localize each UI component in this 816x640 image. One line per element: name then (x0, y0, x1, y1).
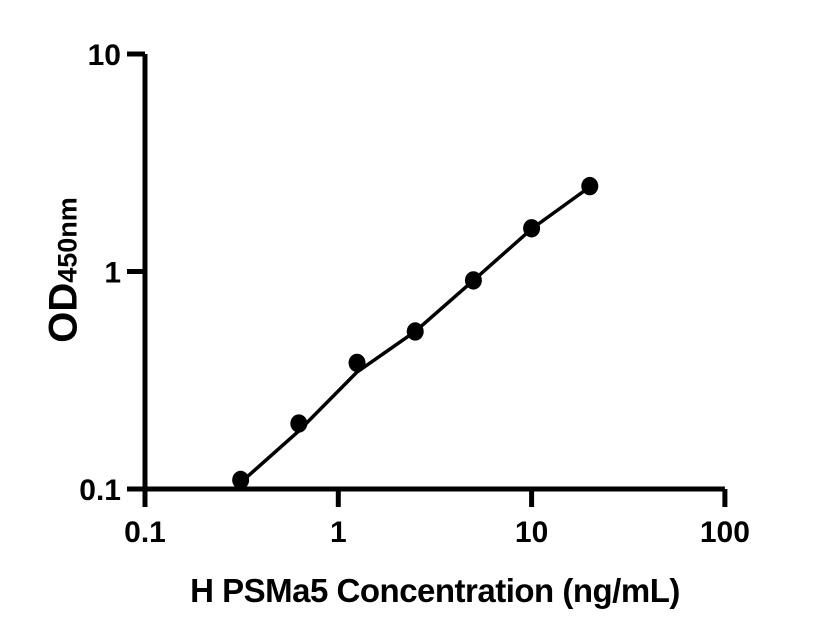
x-axis-title: H PSMa5 Concentration (ng/mL) (190, 572, 680, 609)
data-point (290, 414, 308, 433)
x-tick-label: 100 (700, 516, 750, 549)
y-tick-label: 10 (88, 39, 121, 72)
data-point (348, 353, 366, 373)
data-point (464, 271, 482, 290)
y-tick-label: 1 (104, 257, 121, 290)
data-point (406, 322, 424, 341)
y-axis-title-subscript: 450nm (52, 197, 83, 283)
y-axis-title: OD450nm (42, 197, 87, 343)
y-tick-label: 0.1 (79, 474, 121, 507)
y-axis-title-main: OD (41, 282, 86, 343)
x-tick-label: 0.1 (124, 516, 166, 549)
x-tick-label: 10 (515, 516, 548, 549)
data-point (581, 176, 599, 196)
data-point (523, 219, 541, 238)
axis-lines (142, 54, 725, 492)
data-point (232, 470, 250, 490)
x-tick-label: 1 (330, 516, 347, 549)
